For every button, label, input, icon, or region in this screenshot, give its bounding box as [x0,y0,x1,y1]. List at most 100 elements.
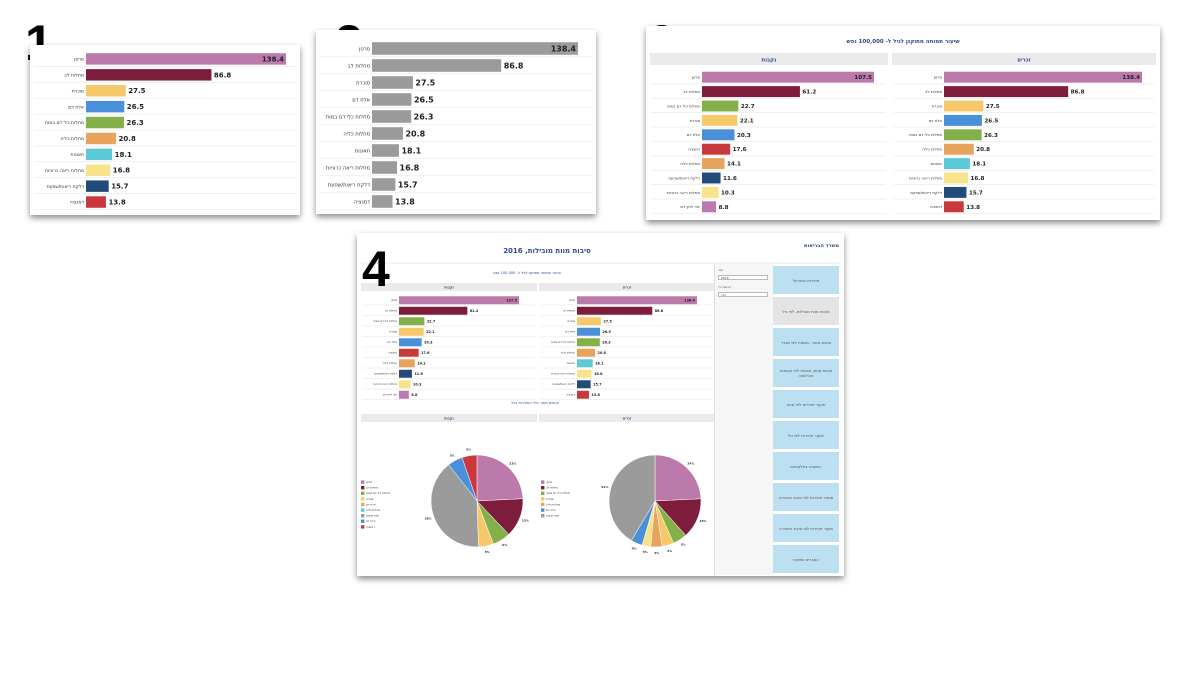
p1-bar [86,148,113,161]
p2-bar [372,195,393,208]
p1-category-label: מחלות כלי דם במוח [45,120,84,126]
p4-bar-facet-title: נקבות [444,286,454,290]
p4-f2-bar [577,390,589,399]
menu-item-10[interactable]: הסברים ושיטות [773,545,839,573]
p4-f2-value-label: 27.5 [603,319,612,323]
p3-f1-category-label: סרטן [692,75,701,80]
p4-f1-category-label: מחלות כליה [383,361,397,365]
p3-f1-bar [702,71,874,83]
menu-item-6[interactable]: שיעור פטירות לפי גיל [773,421,839,449]
p4-f1-value-label: 61.2 [470,309,479,313]
menu-item-5[interactable]: שיעור פטירות לפי מחוז [773,390,839,418]
p4-pie-legend-swatch [361,497,365,501]
p3-f2-value-label: 20.8 [976,147,990,153]
p4-pie-legend-label: אלח דם [546,508,556,512]
p2-value-label: 26.5 [414,95,434,104]
p4-f1-value-label: 107.5 [506,298,517,302]
p4-f1-bar [399,380,411,389]
p4-f2-value-label: 20.8 [598,351,607,355]
p4-pie-legend-swatch [541,486,545,490]
dashboard-title: סיבות מוות מובילות, 2016 [503,247,591,255]
p4-pie-legend-swatch [361,491,365,495]
p3-f1-category-label: דלקת ריאות/שפעת [668,175,700,180]
menu-item-9[interactable]: שיעור פטירות לפי סיבת הפטירה [773,514,839,542]
p1-category-label: דלקת ריאות/שפעת [47,184,85,190]
p4-pie-legend-label: סרטן [366,480,372,484]
p1-bar [86,85,126,97]
p4-pie-legend-label: מחלות כלי דם במוח [366,491,390,495]
p4-f1-bar [399,369,412,378]
pie-section-title: אחוזים מתוך כלל הפטירות בגיל [511,401,560,405]
panel-2-bar-chart: סרטן 138.4 מחלות לב 86.8 סוכרת 27.5 אלח דם 26.5… [320,42,592,210]
panel-2-card: סרטן 138.4 מחלות לב 86.8 סוכרת 27.5 אלח דם 26.5… [316,30,596,214]
panel-3-title: שיעור תמותה מתוקנן לגיל ל- 100,000 נפש [846,39,960,45]
p4-bar-facet-title: זכרים [623,286,632,290]
menu-item-2[interactable]: סיבות מוות מובילות, לפי גיל [773,297,839,325]
p4-pie-legend-swatch [361,525,365,529]
p2-bar [372,110,412,123]
p4-f2-bar [577,327,600,336]
panel-4-charts: סיבות מוות מובילות, 2016 שיעור תמותה מתו… [361,247,841,555]
menu-item-8[interactable]: מספר פטירות לפי סיבת הפטירה [773,483,839,511]
p4-f1-value-label: 22.7 [427,319,436,323]
p4-pie-legend-swatch [541,508,545,512]
p3-f1-bar [702,172,721,184]
p2-category-label: מחלות כלי דם במוח [326,114,371,120]
p2-category-label: מחלות ריאה כרוניות [326,165,371,171]
p2-category-label: דמנציה [354,199,370,205]
menu-item-7[interactable]: השוואה בינלאומית [773,452,839,480]
p4-f2-bar [577,369,592,378]
age-group-select[interactable]: הכל [718,292,768,297]
p1-value-label: 86.8 [214,71,231,79]
year-select[interactable]: 2016 [718,275,768,280]
p3-f2-value-label: 13.8 [966,205,980,211]
menu-item-3[interactable]: סיבות מוות , מגמות לפי מגדר [773,328,839,356]
p4-pie-slice-label: 5% [485,550,490,554]
p4-f2-category-label: מחלות ריאה כרוניות [551,372,575,376]
p1-bar [86,180,109,192]
p4-f2-bar [577,306,653,315]
p1-category-label: מחלות ריאה כרוניות [45,168,84,174]
p4-f2-category-label: מחלות לב [563,309,575,313]
p2-value-label: 20.8 [405,129,425,138]
p1-category-label: אלח דם [68,104,84,110]
p4-pie-legend-swatch [541,497,545,501]
p3-facet-header [650,53,888,65]
p4-pie-legend-label: מחלות לב [366,486,378,490]
p1-bar [86,164,111,176]
p4-pie-slice-label: 6% [502,543,507,547]
menu-item-1[interactable]: פטירות בישראל [773,266,839,294]
p4-pie-legend-swatch [361,486,365,490]
p4-f1-category-label: מחלות ריאה כרוניות [373,382,397,386]
p4-f2-bar [577,380,591,389]
p4-pie-slice-label: 5% [450,453,455,457]
p4-pie-slice-label: 23% [509,461,516,465]
p4-f2-value-label: 26.5 [602,330,611,334]
p4-pie-facet-header [361,414,537,422]
p3-f1-bar [702,158,725,170]
p4-pie-legend-label: שאר סיבות [546,514,559,518]
p4-pie-slice-label: 4% [667,549,672,553]
p3-f2-bar [944,114,982,126]
p1-bar [86,196,106,208]
p4-pie-slice-label: 41% [601,485,608,489]
p4-f1-value-label: 17.6 [421,351,430,355]
p1-value-label: 138.4 [262,55,284,63]
p4-bar-facet-header [539,283,715,291]
p4-f1-bar [399,296,519,305]
p4-pie-legend-label: אלח דם [366,502,376,506]
menu-item-4[interactable]: סיבות מוות, מגמות לפי קבוצות אוכלוסיה [773,359,839,387]
p4-f1-bar [399,348,419,357]
p4-f2-value-label: 26.3 [602,340,611,344]
p4-f1-category-label: מחלות לב [385,309,397,313]
p4-f1-bar [399,359,415,368]
p4-f2-value-label: 86.8 [655,309,664,313]
p4-f1-bar [399,317,425,326]
p3-f2-category-label: תאונות [931,161,943,166]
p4-pie-slice [608,454,656,541]
p4-pie-slice [430,464,479,548]
p4-pie-slice-label: 24% [687,461,694,465]
p3-f2-value-label: 138.4 [1122,75,1140,81]
p4-pie-slice [654,454,702,502]
p1-value-label: 18.1 [115,151,132,159]
